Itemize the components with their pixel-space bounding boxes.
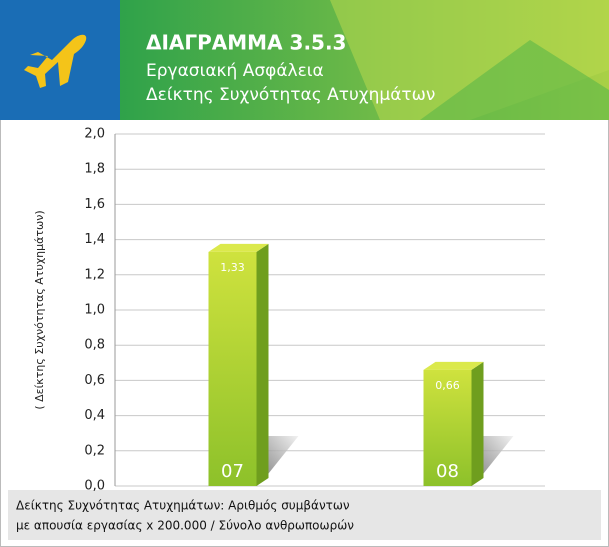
value-label: 0,66 [435, 379, 460, 392]
y-tick-label: 0,6 [84, 373, 105, 388]
y-tick-label: 0,0 [84, 479, 105, 494]
footnote: με απουσία εργασίας x 200.000 / Σύνολο α… [16, 519, 354, 533]
y-tick-label: 0,8 [84, 338, 105, 353]
bar-top [423, 361, 484, 370]
y-tick-label: 1,4 [84, 232, 105, 247]
chart-subtitle: Εργασιακή Ασφάλεια [146, 61, 324, 81]
bar [208, 251, 257, 486]
y-tick-label: 1,8 [84, 162, 105, 177]
header-decor [420, 40, 609, 120]
y-axis-label: ( Δείκτης Συχνότητας Ατυχημάτων) [33, 210, 46, 409]
y-tick-label: 1,2 [84, 267, 105, 282]
y-tick-label: 0,4 [84, 408, 105, 423]
x-tick-label: 07 [221, 461, 244, 482]
chart-title: ΔΙΑΓΡΑΜΜΑ 3.5.3 [146, 31, 346, 55]
y-tick-label: 0,2 [84, 443, 105, 458]
bar-top [208, 243, 269, 252]
y-tick-label: 1,6 [84, 197, 105, 212]
airplane-icon [24, 34, 87, 88]
chart-subtitle: Δείκτης Συχνότητας Ατυχημάτων [146, 85, 435, 105]
y-tick-label: 1,0 [84, 303, 105, 318]
value-label: 1,33 [220, 261, 245, 274]
footnote-box [8, 490, 601, 540]
x-tick-label: 08 [436, 461, 459, 482]
bar-side [256, 243, 269, 486]
y-tick-label: 2,0 [84, 127, 105, 142]
bar [423, 369, 472, 486]
bar-side [471, 361, 484, 486]
footnote: Δείκτης Συχνότητας Ατυχημάτων: Αριθμός σ… [16, 499, 350, 513]
